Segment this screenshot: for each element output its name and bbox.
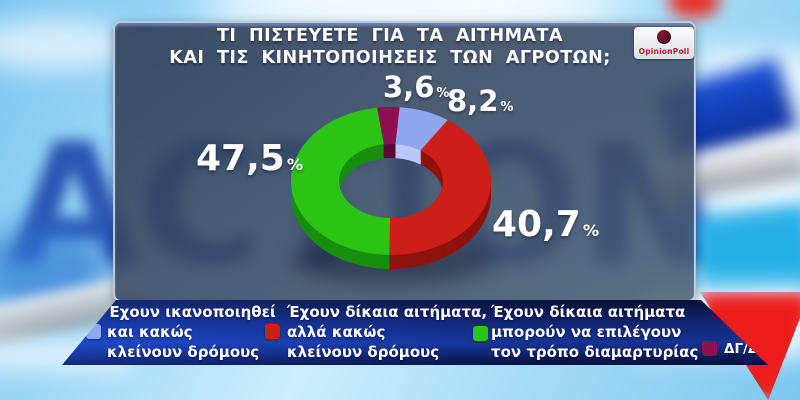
percent-label-fair-choose: 47,5% — [196, 138, 304, 179]
legend-label-fair-choose: Έχουν δίκαια αιτήματα μπορούν να επιλέγο… — [491, 303, 699, 361]
opinionpoll-logo-icon — [657, 30, 671, 44]
percent-label-satisfied: 8,2% — [447, 84, 514, 118]
legend-swatch-green — [473, 326, 488, 341]
percent-label-fair-roads: 40,7% — [492, 204, 600, 245]
donut-chart — [290, 107, 492, 270]
red-blur-shape — [668, 0, 720, 18]
legend-swatch-red — [265, 324, 280, 339]
donut-chart-wrap — [280, 97, 505, 292]
percent-sign: % — [500, 100, 514, 115]
percent-sign: % — [286, 155, 304, 174]
legend-swatch-maroon — [702, 341, 717, 356]
percent-sign: % — [436, 86, 450, 101]
legend-label-satisfied: Έχουν ικανοποιηθεί και κακώς κλείνουν δρ… — [107, 303, 276, 361]
opinionpoll-logo-text: OpinionPoll — [638, 47, 690, 56]
opinionpoll-logo: OpinionPoll — [634, 27, 694, 59]
percent-sign: % — [582, 221, 600, 240]
legend-swatch-blue — [86, 324, 101, 339]
cloud-blur — [0, 20, 130, 70]
percent-label-dgda: 3,6% — [383, 70, 450, 104]
legend-label-fair-roads: Έχουν δίκαια αιτήματα, αλλά κακώς κλείνο… — [287, 303, 488, 361]
title-line-2: ΚΑΙ ΤΙΣ ΚΙΝΗΤΟΠΟΙΗΣΕΙΣ ΤΩΝ ΑΓΡΟΤΩΝ; — [169, 48, 611, 68]
title-line-1: ΤΙ ΠΙΣΤΕΥΕΤΕ ΓΙΑ ΤΑ ΑΙΤΗΜΑΤΑ — [216, 26, 564, 46]
page-title: ΤΙ ΠΙΣΤΕΥΕΤΕ ΓΙΑ ΤΑ ΑΙΤΗΜΑΤΑ ΚΑΙ ΤΙΣ ΚΙΝ… — [130, 25, 650, 69]
legend-banner: Έχουν ικανοποιηθεί και κακώς κλείνουν δρ… — [62, 300, 768, 365]
